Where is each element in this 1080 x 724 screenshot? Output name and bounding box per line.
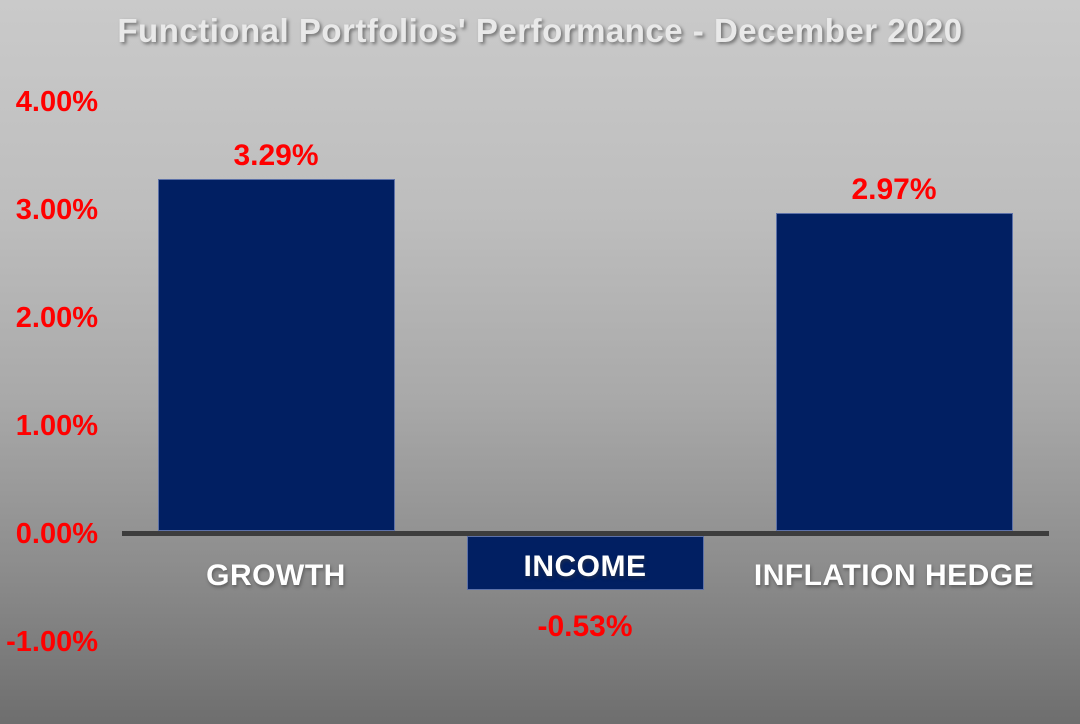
bar-income bbox=[466, 536, 704, 591]
y-axis-tick-label: 1.00% bbox=[15, 410, 98, 442]
bar-value-label: 3.29% bbox=[233, 138, 319, 172]
x-axis-line bbox=[122, 531, 1049, 536]
y-axis-tick-label: 2.00% bbox=[15, 302, 98, 334]
category-label-income: INCOME bbox=[523, 550, 647, 584]
y-axis-tick-label: -1.00% bbox=[6, 626, 98, 658]
bar-growth bbox=[157, 178, 395, 531]
category-label-growth: GROWTH bbox=[206, 559, 346, 592]
y-axis-tick-label: 0.00% bbox=[15, 518, 98, 550]
y-axis-tick-label: 3.00% bbox=[15, 194, 98, 226]
bar-value-label: -0.53% bbox=[537, 610, 633, 644]
chart-title: Functional Portfolios' Performance - Dec… bbox=[117, 12, 963, 49]
bar-inflation-hedge bbox=[775, 213, 1013, 531]
category-label-inflation-hedge: INFLATION HEDGE bbox=[753, 559, 1035, 592]
bar-value-label: 2.97% bbox=[851, 173, 937, 207]
y-axis-tick-label: 4.00% bbox=[15, 86, 98, 118]
